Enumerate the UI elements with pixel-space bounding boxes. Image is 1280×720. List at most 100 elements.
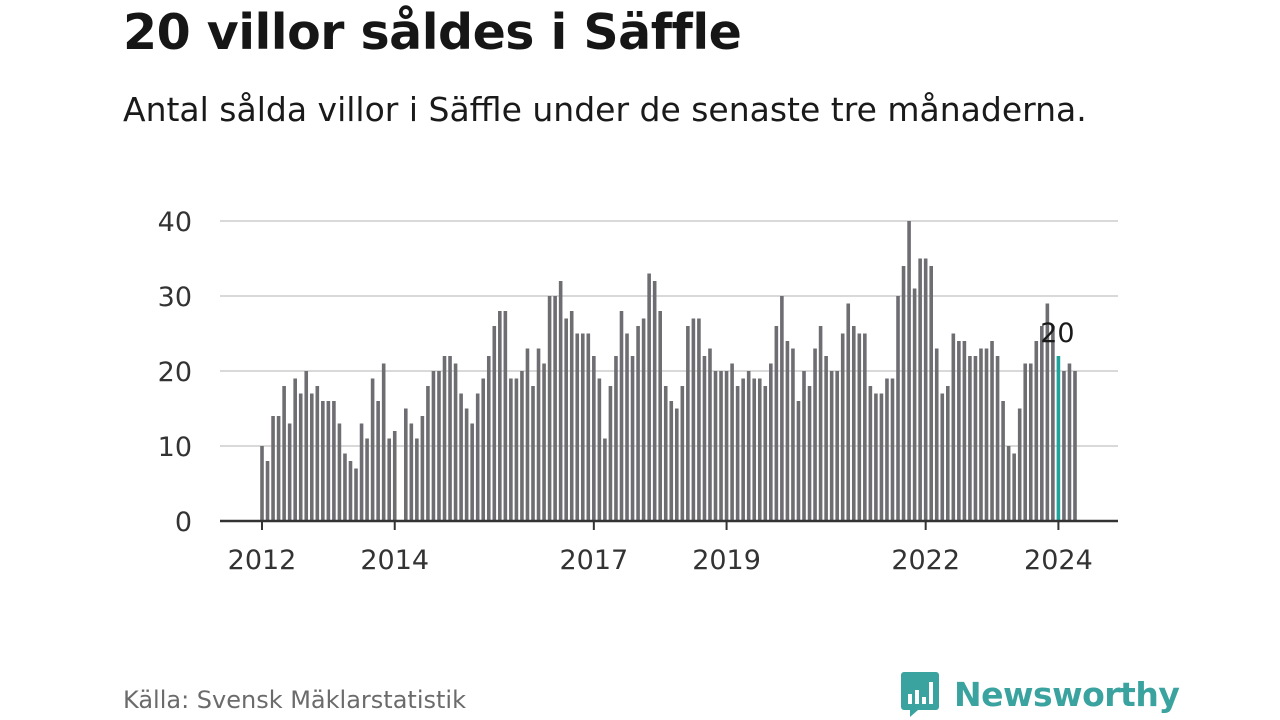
bar [542,363,546,521]
bar [376,401,380,521]
bar [890,378,895,521]
bar [481,378,486,521]
bar [619,311,624,521]
y-tick-label: 40 [158,207,192,238]
bar [553,296,557,521]
bar [365,438,369,521]
bar [940,393,945,521]
bar [951,333,956,521]
bar [459,393,463,521]
bar [984,348,989,521]
bar [636,326,640,521]
bar [309,393,314,521]
brand-logo[interactable]: Newsworthy [900,670,1180,718]
bar-chart-speech-bubble-icon [901,672,939,717]
bar [785,341,790,521]
bar [675,408,679,521]
bar [741,378,745,521]
bar [995,356,1000,521]
bar [536,348,541,521]
bar [426,386,430,521]
bar [392,431,397,521]
bar [470,423,474,521]
bar [669,401,674,521]
bar [498,311,502,521]
bar [724,371,729,521]
bar [641,318,646,521]
annotations: 20 [1040,318,1074,349]
bar [757,378,762,521]
x-tick-label: 2012 [228,545,297,576]
bar-chart: 0 10 20 30 40 2012 2014 2017 2019 2022 2024 20 [158,207,1118,576]
bar [1062,371,1066,521]
bar [630,356,635,521]
bar [603,438,607,521]
bar [1012,453,1016,521]
bar [796,401,801,521]
bar [475,393,480,521]
bar [840,333,845,521]
bar [957,341,961,521]
bar [818,326,823,521]
bar [1006,446,1011,521]
chart-subtitle: Antal sålda villor i Säffle under de sen… [123,90,1087,129]
x-tick-label: 2014 [360,545,429,576]
bar [962,341,967,521]
bar [780,296,784,521]
chart-title: 20 villor såldes i Säffle [123,4,742,61]
bar [503,311,508,521]
bar [265,461,270,521]
bar [829,371,834,521]
bar [1051,326,1055,521]
bar [298,393,303,521]
bar [304,371,309,521]
bar [586,333,591,521]
bar [293,378,297,521]
bar [979,348,983,521]
bar [946,386,950,521]
bar [1040,326,1044,521]
bar [558,281,563,521]
bar [719,371,723,521]
bar [282,386,286,521]
bar [647,273,651,521]
bar [802,371,806,521]
bar [381,363,386,521]
bar [580,333,585,521]
bar [343,453,347,521]
bar [708,348,712,521]
bar [337,423,342,521]
y-axis-ticks: 0 10 20 30 40 [158,207,192,538]
bar [896,296,900,521]
bar [315,386,320,521]
bar [608,386,613,521]
bar [348,461,353,521]
bar [359,423,364,521]
x-tick-label: 2019 [692,545,761,576]
bar [918,258,922,521]
bar [326,401,331,521]
bar [929,266,933,521]
bar [415,438,419,521]
bar-highlight [1056,356,1061,521]
bar [1067,363,1072,521]
bar [752,378,757,521]
bar [592,356,596,521]
y-tick-label: 30 [158,282,192,313]
x-tick-label: 2024 [1024,545,1093,576]
bar [791,348,795,521]
y-tick-label: 20 [158,357,192,388]
bar [934,348,939,521]
bar [442,356,447,521]
bar [464,408,469,521]
bar [625,333,629,521]
bar [691,318,696,521]
bar [575,333,580,521]
bar [404,408,408,521]
bar [1073,371,1077,521]
bar [857,333,862,521]
bar [1034,341,1039,521]
bar [1023,363,1028,521]
bar [547,296,552,521]
bar [370,378,375,521]
